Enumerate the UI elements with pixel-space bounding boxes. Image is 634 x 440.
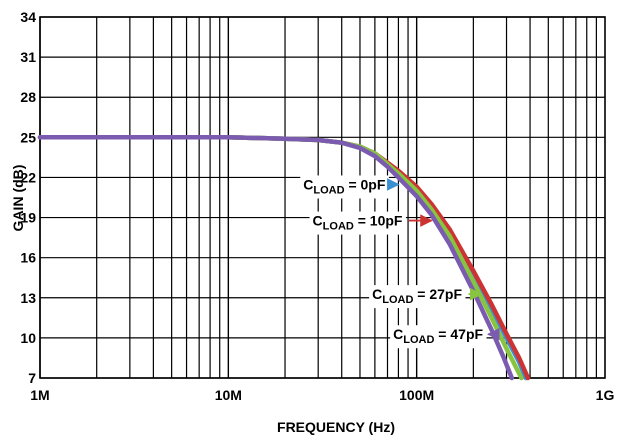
x-tick-label: 10M (215, 387, 242, 403)
x-tick-label: 1M (30, 387, 49, 403)
series-label-main: C (303, 176, 313, 192)
series-label-1: CLOAD = 10pF (313, 213, 403, 233)
series-label-2: CLOAD = 27pF (372, 286, 462, 306)
series-label-0: CLOAD = 0pF (303, 176, 386, 196)
y-tick-label: 16 (20, 250, 36, 266)
y-tick-label: 28 (20, 89, 36, 105)
tick-labels: 7 10 13 16 19 22 25 28 31 34 1M 10M 100M 1G (20, 9, 614, 403)
y-axis-title: GAIN (dB) (10, 165, 26, 232)
series-label-sub: LOAD (323, 221, 354, 233)
series-label-sub: LOAD (403, 334, 434, 346)
y-tick-label: 25 (20, 129, 36, 145)
y-tick-label: 10 (20, 330, 36, 346)
series-label-sub: LOAD (313, 184, 344, 196)
series-label-bg-1 (309, 211, 406, 235)
series-label-bg-2 (369, 285, 466, 309)
x-tick-label: 1G (596, 387, 615, 403)
plot-frame (39, 16, 606, 379)
y-tick-label: 34 (20, 9, 36, 25)
series-label-sub: LOAD (382, 294, 413, 306)
series-line-3 (37, 135, 515, 381)
series-label-rest: = 0pF (345, 176, 386, 192)
x-axis-title: FREQUENCY (Hz) (277, 419, 395, 435)
series-label-rest: = 27pF (413, 286, 462, 302)
y-tick-label: 13 (20, 290, 36, 306)
series-label-bg-0 (300, 175, 389, 199)
series-label-rest: = 10pF (354, 213, 403, 229)
y-tick-label: 7 (28, 370, 36, 386)
y-tick-label: 31 (20, 49, 36, 65)
series-label-main: C (372, 286, 382, 302)
series-label-rest: = 47pF (434, 326, 483, 342)
series-label-main: C (393, 326, 403, 342)
series-label-main: C (313, 213, 323, 229)
y-tick-label: 19 (20, 210, 36, 226)
y-tick-label: 22 (20, 169, 36, 185)
series-label-bg-3 (390, 325, 487, 349)
series-label-3: CLOAD = 47pF (393, 326, 483, 346)
x-tick-label: 100M (399, 387, 434, 403)
